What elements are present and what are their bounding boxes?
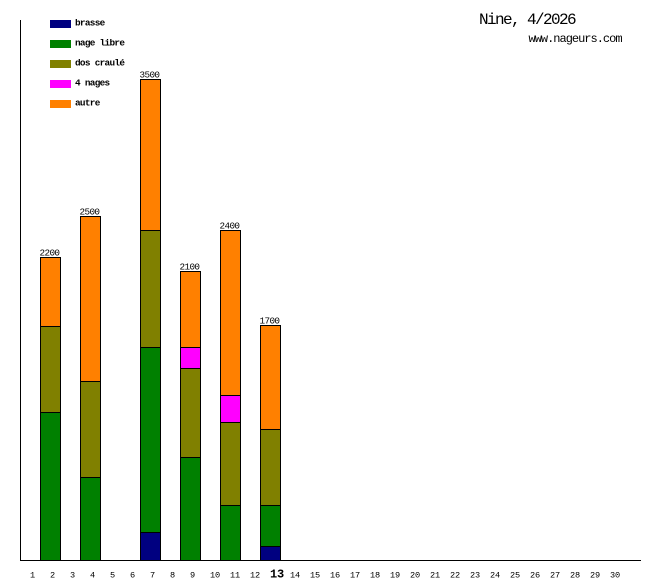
svg-text:19: 19: [390, 571, 400, 580]
svg-text:30: 30: [610, 571, 620, 580]
svg-text:24: 24: [490, 571, 500, 580]
svg-text:29: 29: [590, 571, 600, 580]
svg-text:10: 10: [210, 571, 220, 580]
svg-text:15: 15: [310, 571, 320, 580]
svg-text:9: 9: [190, 571, 195, 580]
svg-text:brasse: brasse: [75, 18, 106, 29]
svg-text:8: 8: [170, 571, 175, 580]
svg-text:14: 14: [290, 571, 300, 580]
svg-text:2100: 2100: [180, 262, 200, 273]
svg-text:26: 26: [530, 571, 540, 580]
svg-text:www.nageurs.com: www.nageurs.com: [529, 32, 623, 46]
svg-text:1700: 1700: [260, 316, 280, 327]
svg-text:23: 23: [470, 571, 480, 580]
svg-text:5: 5: [110, 571, 115, 580]
svg-text:4 nages: 4 nages: [75, 78, 111, 89]
svg-text:13: 13: [270, 568, 284, 580]
svg-text:17: 17: [350, 571, 360, 580]
svg-text:1: 1: [30, 571, 35, 580]
svg-text:21: 21: [430, 571, 440, 580]
svg-text:20: 20: [410, 571, 420, 580]
svg-text:18: 18: [370, 571, 380, 580]
svg-text:6: 6: [130, 571, 135, 580]
svg-text:nage libre: nage libre: [75, 38, 125, 49]
svg-text:4: 4: [90, 571, 95, 580]
svg-text:2: 2: [50, 571, 55, 580]
svg-text:27: 27: [550, 571, 560, 580]
svg-text:7: 7: [150, 571, 155, 580]
svg-text:11: 11: [230, 571, 240, 580]
svg-text:22: 22: [450, 571, 460, 580]
svg-text:dos craulé: dos craulé: [75, 58, 125, 69]
svg-text:2500: 2500: [80, 207, 100, 218]
svg-text:28: 28: [570, 571, 580, 580]
svg-text:2400: 2400: [220, 221, 240, 232]
svg-text:autre: autre: [75, 98, 101, 109]
svg-text:3500: 3500: [140, 70, 160, 81]
svg-text:25: 25: [510, 571, 520, 580]
svg-text:2200: 2200: [40, 248, 60, 259]
svg-text:16: 16: [330, 571, 340, 580]
svg-text:Nine, 4/2026: Nine, 4/2026: [479, 11, 576, 29]
svg-text:12: 12: [250, 571, 260, 580]
svg-text:3: 3: [70, 571, 75, 580]
